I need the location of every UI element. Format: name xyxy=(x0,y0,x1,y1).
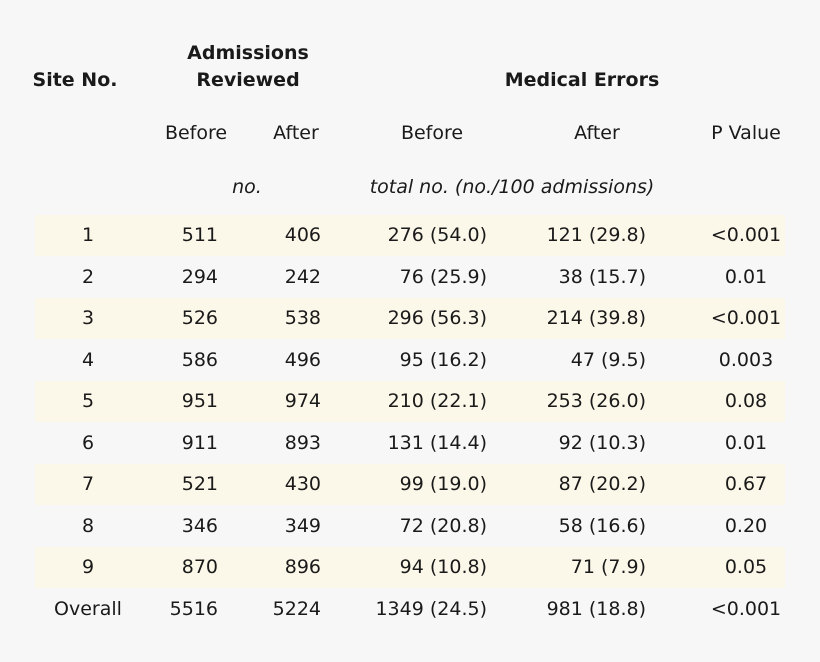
cell: 72 (20.8) xyxy=(399,514,487,537)
cell: <0.001 xyxy=(710,597,782,620)
cell: 430 xyxy=(284,473,321,495)
cell: 5224 xyxy=(272,597,321,620)
header-site: Site No. xyxy=(32,69,118,91)
cell: 870 xyxy=(181,556,218,578)
row-stripe xyxy=(35,214,785,256)
cell: 8 xyxy=(81,514,95,537)
cell: 47 (9.5) xyxy=(570,348,646,371)
cell: 974 xyxy=(284,390,321,412)
cell: 1349 (24.5) xyxy=(375,597,487,620)
cell: 71 (7.9) xyxy=(570,556,646,578)
cell: 87 (20.2) xyxy=(558,473,646,495)
header-admissions: Reviewed xyxy=(196,69,300,91)
cell: 346 xyxy=(181,514,218,537)
cell: 349 xyxy=(284,514,321,537)
cell: 5 xyxy=(81,390,95,412)
row-stripe xyxy=(35,463,785,505)
cell: 6 xyxy=(81,431,95,454)
cell: 981 (18.8) xyxy=(546,597,646,620)
cell: 276 (54.0) xyxy=(387,224,487,246)
unit-label: no. xyxy=(232,176,262,198)
unit-label: total no. (no./100 admissions) xyxy=(369,176,655,198)
cell: 294 xyxy=(181,265,218,288)
cell: 58 (16.6) xyxy=(558,514,646,537)
cell: 0.01 xyxy=(724,265,768,288)
cell: 38 (15.7) xyxy=(558,265,646,288)
cell: 911 xyxy=(181,431,218,454)
cell: 3 xyxy=(81,307,95,329)
cell: 296 (56.3) xyxy=(387,307,487,329)
cell: 76 (25.9) xyxy=(399,265,487,288)
cell: 521 xyxy=(181,473,218,495)
cell: 9 xyxy=(81,556,95,578)
cell: 253 (26.0) xyxy=(546,390,646,412)
cell: 0.67 xyxy=(724,473,768,495)
cell: 4 xyxy=(81,348,95,371)
cell: <0.001 xyxy=(710,224,782,246)
subheader: After xyxy=(273,122,319,144)
cell: 94 (10.8) xyxy=(399,556,487,578)
row-stripe xyxy=(35,546,785,588)
cell: 5516 xyxy=(169,597,218,620)
cell: 2 xyxy=(81,265,95,288)
row-stripe xyxy=(35,297,785,339)
cell: 496 xyxy=(284,348,321,371)
cell: 7 xyxy=(81,473,95,495)
cell: 95 (16.2) xyxy=(399,348,487,371)
cell: 131 (14.4) xyxy=(387,431,487,454)
subheader: After xyxy=(574,122,620,144)
cell: 121 (29.8) xyxy=(546,224,646,246)
cell: 0.01 xyxy=(724,431,768,454)
cell: <0.001 xyxy=(710,307,782,329)
cell: 214 (39.8) xyxy=(546,307,646,329)
header-admissions: Admissions xyxy=(187,42,309,64)
cell: 0.003 xyxy=(718,348,774,371)
cell: 0.05 xyxy=(724,556,768,578)
cell: 1 xyxy=(81,224,95,246)
cell: 951 xyxy=(181,390,218,412)
cell: 210 (22.1) xyxy=(387,390,487,412)
cell: 92 (10.3) xyxy=(558,431,646,454)
subheader: Before xyxy=(400,122,464,144)
subheader: P Value xyxy=(711,122,781,144)
cell: 0.20 xyxy=(724,514,768,537)
header-errors: Medical Errors xyxy=(504,69,660,91)
cell: 893 xyxy=(284,431,321,454)
cell: 526 xyxy=(181,307,218,329)
cell: 0.08 xyxy=(724,390,768,412)
row-stripe xyxy=(35,380,785,422)
cell: 99 (19.0) xyxy=(399,473,487,495)
cell: 896 xyxy=(284,556,321,578)
cell: 538 xyxy=(284,307,321,329)
cell: 406 xyxy=(284,224,321,246)
cell: 242 xyxy=(284,265,321,288)
cell: 586 xyxy=(181,348,218,371)
subheader: Before xyxy=(164,122,228,144)
cell: Overall xyxy=(54,597,122,620)
cell: 511 xyxy=(181,224,218,246)
